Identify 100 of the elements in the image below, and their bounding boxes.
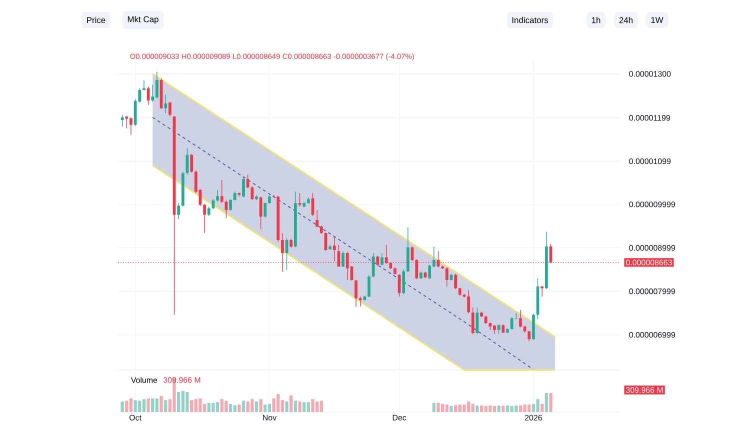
bar [233, 405, 236, 412]
bar [177, 392, 180, 412]
candlestick [316, 210, 318, 228]
bar [151, 398, 154, 412]
candlestick [190, 154, 193, 173]
bar [536, 399, 540, 412]
bar [272, 398, 276, 412]
bar [134, 400, 137, 412]
candlestick [250, 186, 254, 200]
bar [198, 398, 202, 412]
text: Price [87, 16, 106, 24]
candlestick [151, 84, 154, 102]
bar [186, 392, 189, 412]
candlestick [428, 264, 432, 280]
candlestick [298, 192, 302, 207]
candlestick [342, 250, 344, 268]
candlestick [203, 204, 206, 234]
bar [476, 406, 479, 412]
bar [471, 404, 474, 412]
candlestick [125, 116, 128, 129]
candlestick [372, 252, 375, 278]
candlestick [540, 286, 544, 297]
candlestick [332, 236, 336, 262]
bar [549, 393, 552, 412]
candlestick [120, 114, 124, 127]
bar [285, 401, 288, 412]
bar [142, 399, 146, 412]
bar [454, 405, 458, 412]
candlestick [406, 227, 410, 273]
text: Mkt Cap [128, 16, 158, 24]
bar [466, 401, 470, 412]
text: 1W [651, 17, 664, 23]
bar [514, 406, 518, 412]
bar [497, 406, 500, 412]
bar [502, 406, 505, 412]
bar [450, 406, 453, 412]
bar [125, 400, 128, 412]
bar [484, 406, 488, 412]
candlestick [142, 80, 146, 91]
bar [462, 404, 466, 412]
bar [302, 402, 306, 412]
bar [254, 401, 258, 412]
bar [306, 402, 310, 412]
candlestick [168, 101, 172, 116]
bar [518, 406, 522, 412]
bar [445, 404, 448, 412]
candlestick [216, 190, 219, 202]
bar [268, 404, 272, 412]
bar [432, 402, 436, 412]
text: Indicators [512, 16, 548, 24]
bar [294, 400, 297, 412]
bar [540, 404, 544, 412]
bar [190, 400, 194, 412]
candlestick [467, 290, 470, 314]
bar [311, 399, 314, 412]
bar [138, 400, 142, 412]
bar [216, 402, 220, 412]
bar [250, 399, 254, 412]
bar [436, 402, 440, 412]
bar [238, 404, 241, 412]
bar [510, 406, 514, 412]
bar [224, 400, 228, 412]
candlestick [207, 206, 210, 216]
candlestick [220, 180, 224, 204]
bar [246, 401, 250, 412]
candlestick [212, 198, 215, 210]
bar [290, 395, 293, 412]
candlestick [177, 202, 180, 220]
bar [242, 400, 246, 412]
bar [120, 401, 124, 412]
bar [506, 406, 510, 412]
bar [164, 400, 168, 412]
text: 24h [619, 16, 633, 24]
candlestick [380, 252, 384, 266]
bar [492, 406, 496, 412]
text: 1h [592, 16, 600, 24]
candlestick [497, 324, 500, 334]
candlestick [264, 202, 267, 218]
candlestick [358, 296, 362, 307]
candlestick [290, 238, 293, 248]
bar [320, 400, 323, 412]
candlestick [164, 94, 168, 114]
bar [155, 398, 159, 412]
candlestick [454, 274, 457, 290]
bar [228, 404, 232, 412]
candlestick [402, 269, 406, 295]
bar [129, 398, 133, 412]
candlestick [528, 330, 531, 342]
candlestick [130, 117, 132, 136]
candlestick [224, 200, 228, 219]
bar [544, 393, 548, 412]
bar [488, 406, 492, 412]
candlestick [229, 198, 232, 211]
candlestick [368, 274, 370, 298]
bar [264, 404, 267, 412]
candlestick [354, 280, 358, 307]
bar [523, 404, 526, 412]
bar [259, 399, 262, 412]
bar [298, 401, 302, 412]
candlestick [242, 177, 245, 198]
